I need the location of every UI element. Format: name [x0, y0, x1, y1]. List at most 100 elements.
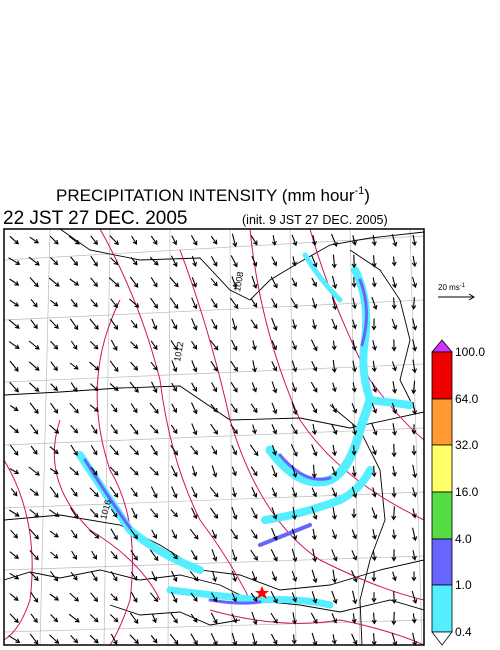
wind-arrow — [310, 339, 318, 352]
wind-arrow — [90, 299, 98, 308]
wind-arrow — [230, 403, 238, 414]
wind-arrow — [171, 570, 178, 582]
wind-arrow — [250, 403, 258, 414]
wind-arrow — [291, 528, 298, 541]
wind-arrow — [169, 277, 179, 288]
title-exponent: -1 — [355, 185, 365, 197]
wind-arrow — [109, 466, 119, 476]
wind-arrow — [110, 339, 118, 351]
wind-arrow — [210, 612, 218, 625]
wind-arrow — [171, 319, 178, 330]
wind-arrow — [110, 551, 118, 560]
wind-arrow — [411, 590, 418, 605]
wind-arrow — [392, 276, 398, 289]
wind-arrow — [110, 424, 118, 435]
wind-arrow — [90, 235, 98, 246]
wind-arrow — [371, 465, 377, 478]
wind-arrow — [270, 591, 278, 604]
wind-arrow — [311, 487, 317, 498]
wind-arrow — [271, 235, 277, 246]
wind-arrow — [371, 277, 377, 288]
wind-arrow — [90, 445, 98, 456]
wind-arrow — [129, 445, 139, 456]
wind-arrow — [371, 255, 377, 268]
wind-arrow — [331, 318, 338, 331]
wind-arrow — [68, 235, 80, 245]
wind-arrow — [230, 382, 238, 393]
wind-arrow — [170, 509, 178, 518]
wind-arrow — [50, 402, 59, 414]
wind-arrow — [211, 570, 218, 583]
wind-arrow — [411, 445, 417, 456]
wind-arrow — [110, 403, 118, 413]
colorbar-segment — [431, 351, 453, 400]
wind-arrow — [411, 571, 417, 582]
wind-arrow — [290, 443, 298, 457]
wind-arrow — [331, 360, 337, 373]
wind-arrow — [70, 424, 79, 434]
wind-arrow — [89, 318, 99, 330]
wind-arrow — [89, 487, 99, 498]
wind-arrow — [191, 402, 198, 415]
wind-arrow — [371, 234, 377, 247]
wind-arrow — [29, 236, 39, 244]
wind-arrow — [71, 550, 77, 560]
wind-arrow — [391, 361, 397, 372]
wind-arrow — [129, 423, 139, 435]
wind-arrow — [70, 529, 78, 539]
wind-arrow — [209, 339, 219, 351]
wind-scale-exponent: -1 — [460, 283, 466, 289]
wind-arrow — [9, 235, 19, 245]
wind-arrow — [391, 443, 397, 458]
wind-arrow — [210, 235, 218, 245]
wind-arrow — [371, 423, 378, 436]
wind-arrow — [171, 486, 178, 499]
wind-arrow — [9, 360, 19, 372]
colorbar-segment — [431, 491, 453, 540]
wind-arrow — [9, 468, 20, 475]
colorbar-top — [431, 339, 453, 353]
wind-arrow — [211, 549, 218, 562]
wind-arrow — [411, 550, 417, 561]
wind-arrow — [149, 256, 159, 266]
wind-arrow — [129, 298, 140, 308]
colorbar — [431, 339, 453, 646]
wind-arrow — [230, 360, 238, 372]
wind-arrow — [271, 361, 278, 372]
wind-arrow — [191, 465, 198, 477]
wind-arrow — [292, 319, 297, 330]
wind-arrow — [9, 405, 19, 412]
wind-arrow — [49, 551, 59, 559]
wind-arrow — [109, 445, 119, 456]
wind-arrow — [310, 381, 318, 393]
wind-arrow — [391, 339, 397, 352]
wind-arrow — [171, 382, 177, 392]
wind-arrow — [311, 255, 318, 268]
map-frame — [3, 228, 425, 646]
wind-arrow — [271, 507, 278, 520]
wind-arrow — [291, 548, 298, 563]
wind-arrow — [190, 592, 198, 602]
wind-arrow — [9, 593, 19, 602]
wind-arrow — [291, 277, 297, 288]
wind-arrow — [271, 487, 277, 498]
wind-arrow — [231, 570, 238, 583]
wind-arrow — [28, 256, 40, 266]
wind-arrow — [331, 487, 338, 498]
wind-arrow — [70, 382, 78, 393]
wind-arrow — [411, 508, 417, 519]
wind-arrow — [210, 255, 218, 267]
wind-scale-text: 20 ms — [438, 283, 460, 292]
wind-arrow — [392, 571, 397, 582]
wind-arrow — [411, 234, 417, 247]
wind-arrow — [210, 403, 218, 413]
wind-arrow — [290, 297, 298, 309]
wind-arrow — [371, 487, 377, 498]
wind-arrow — [131, 507, 138, 519]
wind-arrow — [371, 360, 377, 373]
wind-arrow — [371, 612, 377, 625]
wind-arrow — [211, 529, 217, 540]
wind-scale-arrowhead — [468, 293, 475, 301]
colorbar-bottom — [431, 631, 453, 646]
wind-arrow — [70, 571, 78, 581]
